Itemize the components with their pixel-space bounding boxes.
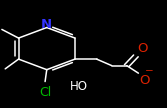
- Text: O: O: [137, 42, 147, 55]
- Text: HO: HO: [69, 80, 88, 93]
- Text: Cl: Cl: [39, 86, 51, 99]
- Text: O: O: [139, 74, 150, 87]
- Text: −: −: [145, 66, 153, 76]
- Text: N: N: [41, 18, 52, 31]
